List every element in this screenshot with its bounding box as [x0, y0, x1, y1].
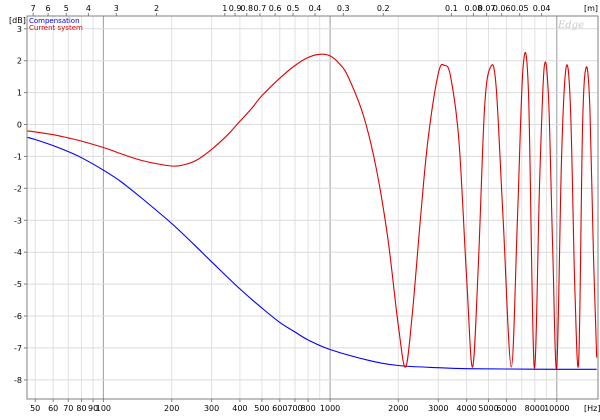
- x-tick-label: 50: [30, 404, 40, 413]
- x-axis-unit-label: [Hz]: [584, 404, 600, 413]
- top-tick-label: 7: [31, 4, 36, 13]
- top-tick-label: 3: [114, 4, 119, 13]
- x-tick-label: 2000: [388, 404, 408, 413]
- series-line-current-system: [27, 51, 598, 370]
- y-tick-label: -5: [14, 280, 22, 289]
- x-tick-label: 700: [287, 404, 302, 413]
- plot-frame: [26, 15, 599, 400]
- y-tick-label: -6: [14, 312, 22, 321]
- x-tick-label: 8000: [525, 404, 545, 413]
- x-tick-label: 90: [88, 404, 98, 413]
- x-tick-label: 5000: [478, 404, 498, 413]
- y-tick-label: -7: [14, 344, 22, 353]
- x-tick-label: 600: [272, 404, 287, 413]
- top-tick-label: 4: [86, 4, 91, 13]
- top-tick-label: 0.07: [478, 4, 496, 13]
- grid: [27, 16, 598, 399]
- x-tick-label: 3000: [428, 404, 448, 413]
- series-line-compensation: [27, 136, 597, 370]
- top-tick-label: 5: [64, 4, 69, 13]
- top-tick-label: 1: [222, 4, 227, 13]
- x-tick-label: 100: [96, 404, 111, 413]
- top-tick-label: 0.1: [445, 4, 458, 13]
- x-tick-label: 800: [300, 404, 315, 413]
- y-tick-label: -4: [14, 248, 22, 257]
- x-tick-label: 10000: [544, 404, 569, 413]
- x-tick-label: 80: [76, 404, 86, 413]
- x-tick-label: 4000: [456, 404, 476, 413]
- y-tick-label: -2: [14, 184, 22, 193]
- top-tick-label: 2: [154, 4, 159, 13]
- y-tick-label: -3: [14, 216, 22, 225]
- top-tick-label: 0.06: [493, 4, 511, 13]
- y-tick-label: 1: [17, 89, 22, 98]
- top-tick-label: 0.05: [511, 4, 529, 13]
- top-tick-label: 0.6: [269, 4, 282, 13]
- y-axis-unit-label: [dB]: [9, 16, 26, 25]
- top-tick-label: 0.8: [240, 4, 253, 13]
- top-tick-label: 0.7: [254, 4, 267, 13]
- y-tick-label: 2: [17, 57, 22, 66]
- y-tick-label: 0: [17, 121, 22, 130]
- x-tick-label: 6000: [496, 404, 516, 413]
- x-tick-label: 400: [232, 404, 247, 413]
- top-tick-label: 0.08: [464, 4, 482, 13]
- y-tick-label: -1: [14, 152, 22, 161]
- top-axis-unit-label: [m]: [584, 4, 598, 13]
- x-tick-label: 300: [204, 404, 219, 413]
- y-tick-label: -8: [14, 376, 22, 385]
- legend-entry-compensation: Compensation: [29, 17, 80, 25]
- y-tick-label: 3: [17, 25, 22, 34]
- top-tick-label: 0.3: [337, 4, 350, 13]
- x-tick-label: 200: [164, 404, 179, 413]
- legend-entry-current-system: Current system: [29, 24, 83, 32]
- x-tick-label: 70: [63, 404, 73, 413]
- x-tick-label: 1000: [320, 404, 340, 413]
- x-tick-label: 60: [48, 404, 58, 413]
- x-tick-label: 500: [254, 404, 269, 413]
- top-tick-label: 6: [46, 4, 51, 13]
- top-tick-label: 0.04: [533, 4, 551, 13]
- top-tick-label: 0.4: [309, 4, 322, 13]
- top-tick-label: 0.2: [377, 4, 390, 13]
- series-layer: [27, 51, 598, 370]
- top-tick-label: 0.5: [287, 4, 300, 13]
- top-tick-label: 0.9: [229, 4, 242, 13]
- watermark: Edge: [557, 20, 584, 31]
